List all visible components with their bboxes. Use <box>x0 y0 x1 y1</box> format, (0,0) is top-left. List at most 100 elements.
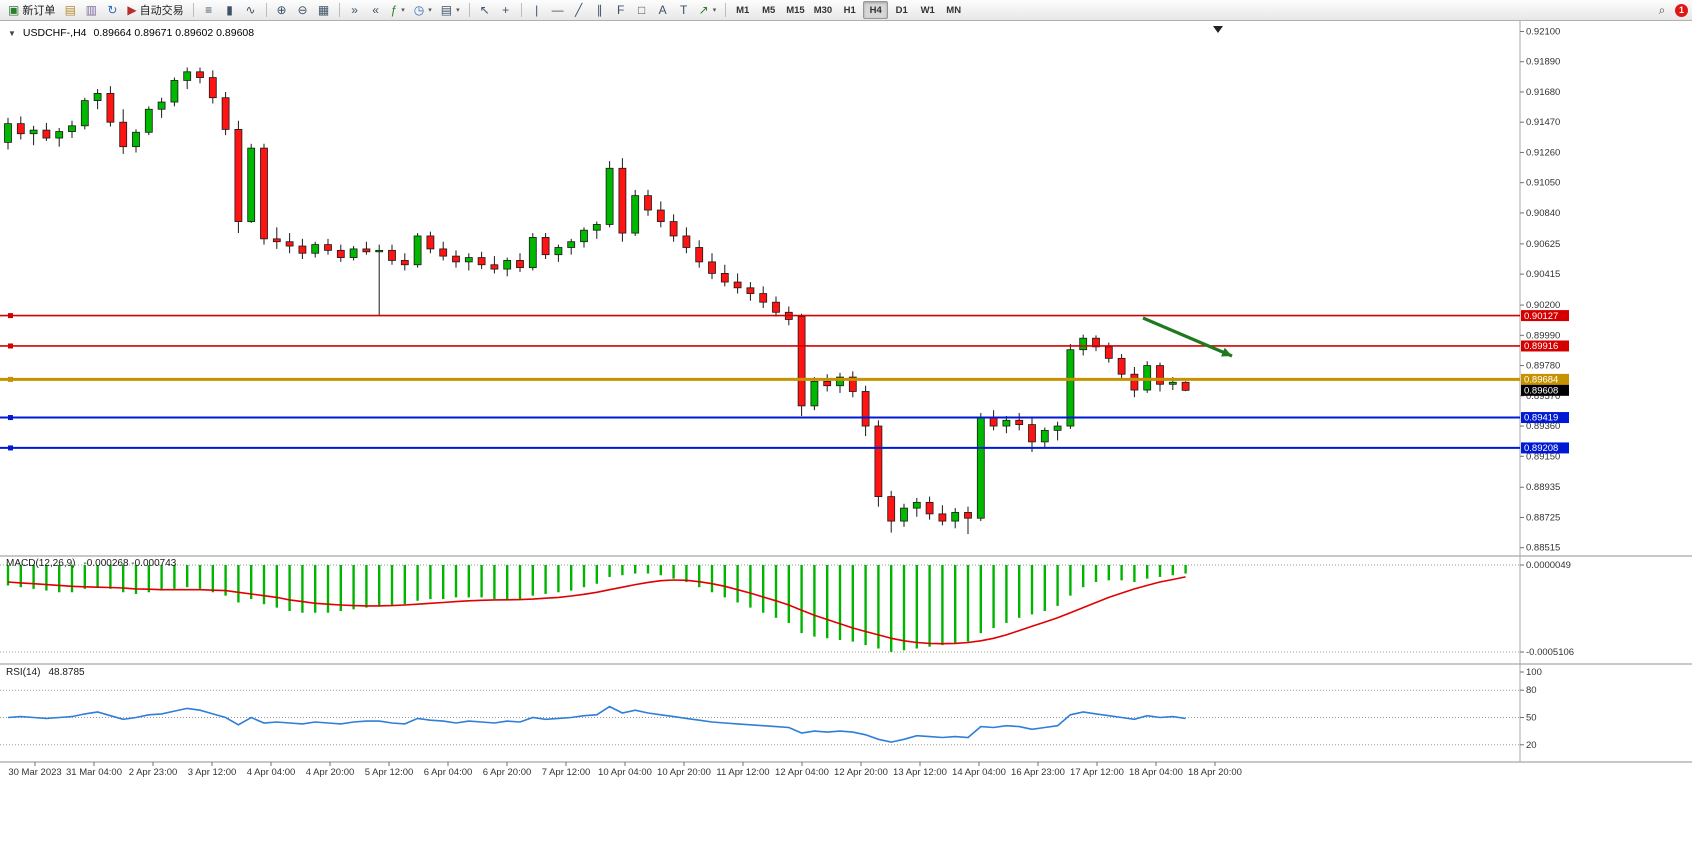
chart-shift-marker[interactable] <box>1213 26 1223 33</box>
macd-scale-min-label: -0.0005106 <box>1526 647 1574 658</box>
text-button[interactable]: A <box>653 1 673 19</box>
candle <box>170 80 179 103</box>
candle <box>682 235 691 248</box>
candle <box>912 501 921 509</box>
autotrading-button[interactable]: ▶ 自动交易 <box>123 1 187 19</box>
notification-badge[interactable]: 1 <box>1675 3 1688 17</box>
timeframe-m15[interactable]: M15 <box>782 1 808 19</box>
chart-shift-button[interactable]: « <box>366 1 386 19</box>
time-label: 7 Apr 12:00 <box>542 767 591 778</box>
line-chart-button[interactable]: ∿ <box>241 1 261 19</box>
candle <box>669 221 678 237</box>
toolbar-separator <box>520 3 522 17</box>
new-chart-button[interactable]: ▤ <box>60 1 80 19</box>
price-tick-label: 0.88935 <box>1526 482 1560 493</box>
channel-icon: ∥ <box>596 3 603 17</box>
search-button[interactable]: ⌕ <box>1652 1 1672 19</box>
timeframe-mn[interactable]: MN <box>941 1 966 19</box>
time-label: 14 Apr 04:00 <box>952 767 1006 778</box>
templates-button[interactable]: ▤ ▾ <box>437 1 464 19</box>
line-handle[interactable] <box>8 313 13 319</box>
price-tick-label: 0.91470 <box>1526 117 1560 128</box>
arrows-button[interactable]: ↗ ▾ <box>695 1 721 19</box>
candle <box>733 281 742 289</box>
candle <box>1156 365 1164 385</box>
bar-chart-button[interactable]: ≡ <box>199 1 219 19</box>
crosshair-button[interactable]: + <box>496 1 516 19</box>
time-label: 10 Apr 20:00 <box>657 767 711 778</box>
time-label: 18 Apr 04:00 <box>1129 767 1183 778</box>
candle <box>247 147 256 222</box>
timeframe-w1[interactable]: W1 <box>915 1 940 19</box>
vertical-line-button[interactable]: | <box>527 1 547 19</box>
line-handle[interactable] <box>8 376 13 382</box>
horizontal-line-button[interactable]: — <box>548 1 568 19</box>
autoscroll-button[interactable]: » <box>345 1 365 19</box>
chart-ohlc-values: 0.89664 0.89671 0.89602 0.89608 <box>93 27 255 39</box>
candle <box>400 260 409 266</box>
indicators-button[interactable]: ƒ ▾ <box>387 1 409 19</box>
candlestick-button[interactable]: ▮ <box>220 1 240 19</box>
channel-button[interactable]: ∥ <box>590 1 610 19</box>
profiles-button[interactable]: ▥ <box>81 1 101 19</box>
candle <box>528 236 537 269</box>
price-badge-label: 0.89208 <box>1524 443 1558 454</box>
timeframe-h1[interactable]: H1 <box>837 1 862 19</box>
timeframe-h4[interactable]: H4 <box>863 1 889 19</box>
trendline-button[interactable]: ╱ <box>569 1 589 19</box>
tile-windows-button[interactable]: ▦ <box>314 1 334 19</box>
periods-button[interactable]: ◷ ▾ <box>410 1 436 19</box>
zoom-in-icon: ⊕ <box>276 3 287 17</box>
refresh-button[interactable]: ↻ <box>102 1 122 19</box>
shapes-icon: □ <box>638 3 646 17</box>
candle <box>349 248 358 258</box>
candle <box>208 77 217 99</box>
candle <box>1002 419 1011 427</box>
trend-arrow[interactable] <box>1142 316 1233 358</box>
candle <box>797 316 806 407</box>
line-handle[interactable] <box>8 343 13 349</box>
fibonacci-button[interactable]: F <box>611 1 631 19</box>
candle <box>464 257 473 263</box>
price-badge-label: 0.89684 <box>1524 375 1558 386</box>
shapes-button[interactable]: □ <box>632 1 652 19</box>
candle <box>388 249 396 261</box>
trendline-icon: ╱ <box>575 3 583 17</box>
zoom-in-button[interactable]: ⊕ <box>272 1 292 19</box>
timeframe-d1[interactable]: D1 <box>889 1 914 19</box>
macd-values: -0.000268 -0.000743 <box>83 558 177 569</box>
candle <box>234 128 243 222</box>
candle <box>772 301 780 313</box>
candle <box>426 235 435 250</box>
timeframe-m1[interactable]: M1 <box>730 1 755 19</box>
candle <box>848 376 857 392</box>
rsi-name: RSI(14) <box>6 667 41 678</box>
price-badge <box>1521 340 1569 352</box>
candle <box>68 125 76 132</box>
price-tick-label: 0.89990 <box>1526 330 1560 341</box>
candle <box>29 129 38 135</box>
periods-icon: ◷ <box>413 3 425 17</box>
price-badge-label: 0.89916 <box>1524 341 1558 352</box>
zoom-out-button[interactable]: ⊖ <box>293 1 313 19</box>
search-icon: ⌕ <box>1658 3 1666 17</box>
price-badge <box>1521 412 1569 424</box>
candle <box>1040 429 1049 443</box>
candle <box>452 255 460 263</box>
candle <box>516 260 524 269</box>
rsi-level-label: 80 <box>1526 685 1537 696</box>
rsi-level-label: 20 <box>1526 740 1537 751</box>
timeframe-m30[interactable]: M30 <box>810 1 836 19</box>
new-order-button[interactable]: ▣ 新订单 <box>4 1 59 19</box>
candle <box>874 425 883 498</box>
zoom-out-icon: ⊖ <box>297 3 308 17</box>
line-handle[interactable] <box>8 445 13 451</box>
candle <box>1117 357 1126 375</box>
timeframe-m5[interactable]: M5 <box>756 1 781 19</box>
line-handle[interactable] <box>8 415 13 421</box>
candle <box>55 131 64 139</box>
text-label-button[interactable]: T <box>674 1 694 19</box>
one-click-trading-icon[interactable]: ▼ <box>8 28 16 38</box>
cursor-button[interactable]: ↖ <box>475 1 495 19</box>
